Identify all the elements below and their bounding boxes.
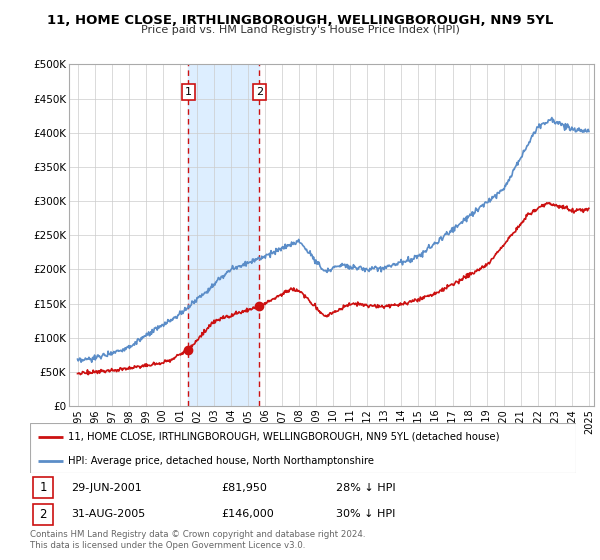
Text: HPI: Average price, detached house, North Northamptonshire: HPI: Average price, detached house, Nort… xyxy=(68,456,374,465)
Text: 1: 1 xyxy=(185,87,192,97)
Bar xyxy=(33,503,53,525)
Text: 11, HOME CLOSE, IRTHLINGBOROUGH, WELLINGBOROUGH, NN9 5YL: 11, HOME CLOSE, IRTHLINGBOROUGH, WELLING… xyxy=(47,14,553,27)
Text: 2: 2 xyxy=(256,87,263,97)
Text: 31-AUG-2005: 31-AUG-2005 xyxy=(71,509,145,519)
Text: Price paid vs. HM Land Registry's House Price Index (HPI): Price paid vs. HM Land Registry's House … xyxy=(140,25,460,35)
Bar xyxy=(188,64,259,406)
Text: 1: 1 xyxy=(40,481,47,494)
Text: 28% ↓ HPI: 28% ↓ HPI xyxy=(336,483,395,493)
Bar xyxy=(33,477,53,498)
Text: 2: 2 xyxy=(40,508,47,521)
Text: 29-JUN-2001: 29-JUN-2001 xyxy=(71,483,142,493)
Text: 11, HOME CLOSE, IRTHLINGBOROUGH, WELLINGBOROUGH, NN9 5YL (detached house): 11, HOME CLOSE, IRTHLINGBOROUGH, WELLING… xyxy=(68,432,500,442)
Text: 30% ↓ HPI: 30% ↓ HPI xyxy=(336,509,395,519)
Text: Contains HM Land Registry data © Crown copyright and database right 2024.
This d: Contains HM Land Registry data © Crown c… xyxy=(30,530,365,550)
Text: £81,950: £81,950 xyxy=(221,483,267,493)
Text: £146,000: £146,000 xyxy=(221,509,274,519)
